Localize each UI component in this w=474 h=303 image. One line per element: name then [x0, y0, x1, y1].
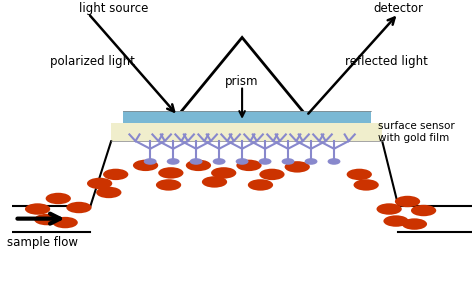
Ellipse shape	[259, 158, 272, 165]
Ellipse shape	[282, 158, 294, 165]
Ellipse shape	[25, 203, 50, 215]
Ellipse shape	[46, 193, 71, 204]
Ellipse shape	[213, 158, 226, 165]
Ellipse shape	[383, 215, 409, 227]
Ellipse shape	[34, 214, 59, 225]
Ellipse shape	[354, 179, 379, 191]
Text: surface sensor
with gold film: surface sensor with gold film	[378, 121, 455, 144]
Ellipse shape	[411, 205, 436, 216]
Ellipse shape	[87, 178, 112, 189]
Ellipse shape	[144, 158, 156, 165]
Ellipse shape	[376, 203, 402, 215]
Ellipse shape	[167, 158, 180, 165]
Ellipse shape	[248, 179, 273, 191]
Ellipse shape	[103, 169, 128, 180]
Ellipse shape	[328, 158, 340, 165]
Ellipse shape	[305, 158, 318, 165]
Ellipse shape	[284, 161, 310, 173]
Ellipse shape	[346, 169, 372, 180]
Ellipse shape	[133, 160, 158, 171]
Ellipse shape	[156, 179, 181, 191]
Text: detector: detector	[374, 2, 423, 15]
Text: reflected light: reflected light	[346, 55, 428, 68]
Text: prism: prism	[225, 75, 259, 88]
Ellipse shape	[395, 196, 420, 207]
Ellipse shape	[158, 167, 183, 178]
Ellipse shape	[237, 160, 262, 171]
Ellipse shape	[186, 160, 211, 171]
Ellipse shape	[259, 169, 284, 180]
Ellipse shape	[53, 217, 78, 228]
Ellipse shape	[202, 176, 227, 188]
Ellipse shape	[190, 158, 202, 165]
Ellipse shape	[236, 158, 248, 165]
Text: sample flow: sample flow	[7, 236, 78, 249]
Ellipse shape	[96, 187, 121, 198]
Text: polarized light: polarized light	[50, 55, 135, 68]
Text: light source: light source	[79, 2, 148, 15]
Ellipse shape	[402, 218, 427, 230]
Bar	[111, 123, 382, 141]
Bar	[123, 111, 371, 123]
Ellipse shape	[66, 202, 91, 213]
Ellipse shape	[211, 167, 237, 178]
